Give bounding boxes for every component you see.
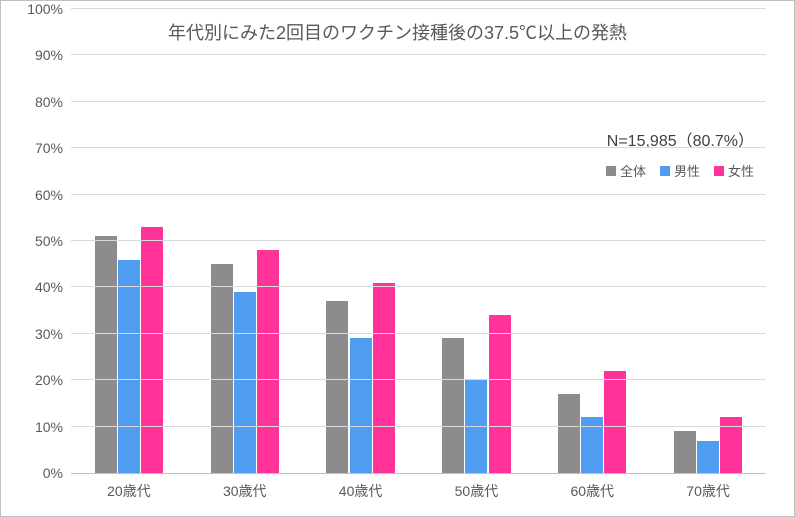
bar <box>373 283 395 473</box>
x-tick-label: 70歳代 <box>686 473 730 501</box>
bar <box>558 394 580 473</box>
bar <box>442 338 464 473</box>
gridline <box>71 379 766 380</box>
bar <box>489 315 511 473</box>
bar <box>95 236 117 473</box>
y-tick-label: 20% <box>35 372 71 388</box>
gridline <box>71 333 766 334</box>
x-tick-label: 30歳代 <box>223 473 267 501</box>
gridline <box>71 286 766 287</box>
x-tick-label: 40歳代 <box>339 473 383 501</box>
gridline <box>71 54 766 55</box>
plot-area: 0%10%20%30%40%50%60%70%80%90%100%20歳代30歳… <box>71 9 766 474</box>
bars-layer <box>71 9 766 473</box>
y-tick-label: 100% <box>27 1 71 17</box>
y-tick-label: 50% <box>35 233 71 249</box>
bar <box>326 301 348 473</box>
gridline <box>71 194 766 195</box>
bar <box>674 431 696 473</box>
y-tick-label: 70% <box>35 140 71 156</box>
gridline <box>71 147 766 148</box>
y-tick-label: 80% <box>35 94 71 110</box>
gridline <box>71 8 766 9</box>
bar <box>118 260 140 473</box>
x-tick-label: 50歳代 <box>455 473 499 501</box>
x-tick-label: 20歳代 <box>107 473 151 501</box>
bar <box>604 371 626 473</box>
y-tick-label: 30% <box>35 326 71 342</box>
y-tick-label: 0% <box>43 465 71 481</box>
bar <box>350 338 372 473</box>
gridline <box>71 240 766 241</box>
y-tick-label: 60% <box>35 187 71 203</box>
y-tick-label: 10% <box>35 419 71 435</box>
chart-container: 年代別にみた2回目のワクチン接種後の37.5℃以上の発熱 N=15,985（80… <box>0 0 795 517</box>
y-tick-label: 40% <box>35 279 71 295</box>
y-tick-label: 90% <box>35 47 71 63</box>
bar <box>234 292 256 473</box>
bar <box>697 441 719 473</box>
gridline <box>71 101 766 102</box>
bar <box>211 264 233 473</box>
bar <box>257 250 279 473</box>
gridline <box>71 426 766 427</box>
bar <box>141 227 163 473</box>
x-tick-label: 60歳代 <box>570 473 614 501</box>
